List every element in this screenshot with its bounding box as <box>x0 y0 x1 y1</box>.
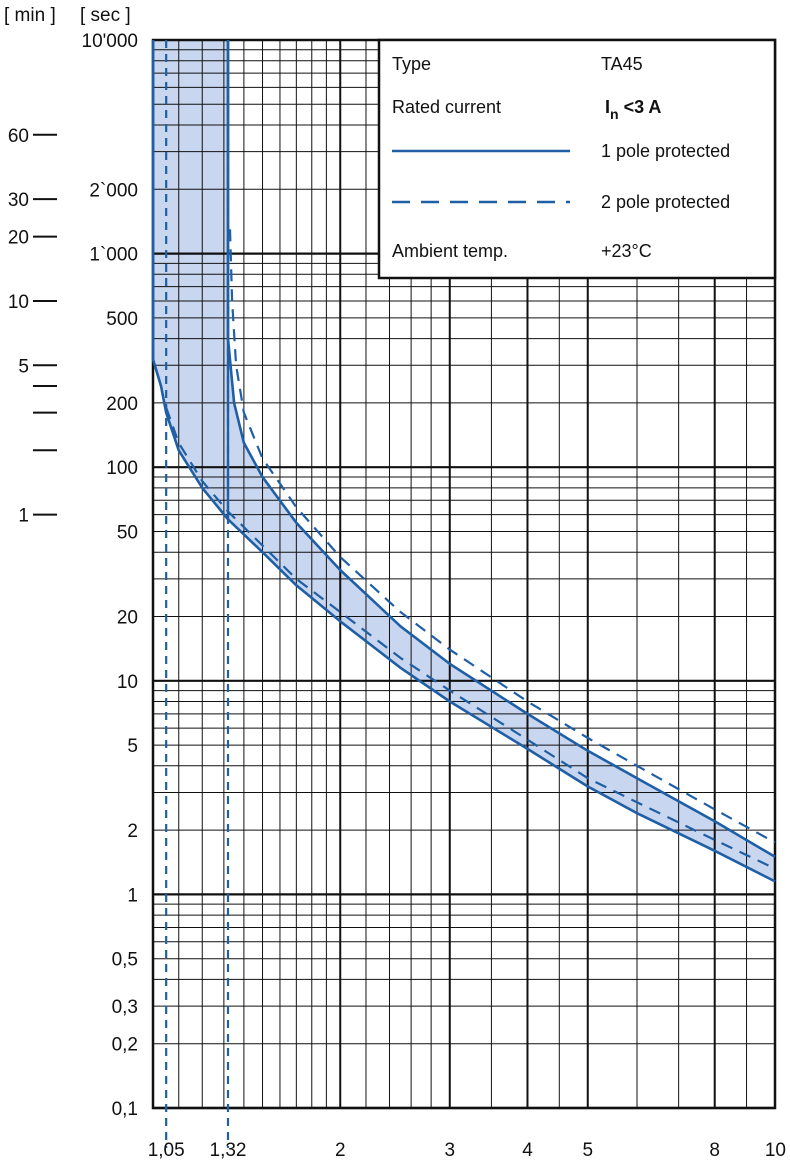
x-tick-label: 8 <box>709 1140 720 1161</box>
axis-labels-layer: 10'000 2`000 1`000 500 200 100 50 20 10 5 2 1 0,5 0,3… <box>4 5 786 1161</box>
minute-tick-label: 5 <box>18 356 29 377</box>
x-tick-label: 10 <box>765 1140 786 1161</box>
legend-rated-current-value: In <3 A <box>605 97 661 122</box>
y-tick-label: 5 <box>127 736 138 757</box>
minute-tick-label: 60 <box>8 126 29 147</box>
sec-unit-label: [ sec ] <box>80 5 131 26</box>
curve-dashed-upper <box>228 229 776 844</box>
x-tick-label: 1,32 <box>210 1140 247 1161</box>
y-tick-label: 100 <box>106 458 138 479</box>
y-tick-label: 0,1 <box>112 1099 138 1120</box>
y-tick-label: 0,3 <box>112 997 138 1018</box>
y-tick-label: 10 <box>117 672 138 693</box>
y-tick-label: 1 <box>127 885 138 906</box>
y-tick-label: 2 <box>127 821 138 842</box>
y-tick-label: 500 <box>106 309 138 330</box>
x-tick-label: 5 <box>582 1140 593 1161</box>
y-tick-label: 1`000 <box>89 245 138 266</box>
curve-solid-upper <box>226 40 776 858</box>
minute-tick-label: 20 <box>8 228 29 249</box>
y-tick-label: 20 <box>117 608 138 629</box>
legend-row-value: TA45 <box>601 54 643 74</box>
tolerance-band-layer <box>153 40 775 882</box>
x-tick-label: 2 <box>335 1140 346 1161</box>
y-tick-label: 0,5 <box>112 950 138 971</box>
legend-row-value: 2 pole protected <box>601 192 730 212</box>
legend-row-value: +23°C <box>601 241 652 261</box>
y-tick-label: 0,2 <box>112 1035 138 1056</box>
x-tick-label: 3 <box>444 1140 455 1161</box>
minute-tick-label: 1 <box>18 506 29 527</box>
curve-layer <box>151 40 776 1148</box>
y-tick-label: 50 <box>117 523 138 544</box>
minute-tick-label: 30 <box>8 190 29 211</box>
legend-row-label: Rated current <box>392 97 501 117</box>
x-tick-label: 1,05 <box>148 1140 185 1161</box>
legend-box <box>377 38 777 280</box>
legend-row-label: Ambient temp. <box>392 241 508 261</box>
curve-solid-lower <box>151 40 776 883</box>
min-unit-label: [ min ] <box>4 5 56 26</box>
x-tick-label: 4 <box>522 1140 533 1161</box>
curve-dashed-lower <box>165 407 776 870</box>
y-tick-label: 200 <box>106 394 138 415</box>
legend: Type TA45 Rated current In <3 A 1 pole prote… <box>377 38 777 280</box>
y-tick-label: 2`000 <box>89 180 138 201</box>
legend-row-label: Type <box>392 54 431 74</box>
minute-tick-label: 10 <box>8 292 29 313</box>
tolerance-band <box>153 40 775 882</box>
legend-row-value: 1 pole protected <box>601 141 730 161</box>
y-tick-label: 10'000 <box>82 31 138 52</box>
